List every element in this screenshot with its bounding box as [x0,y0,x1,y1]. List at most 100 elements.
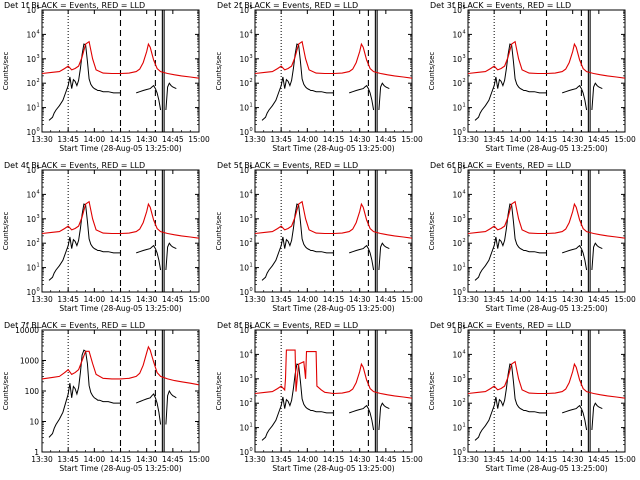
events-series-line [378,242,390,271]
y-tick-exponent: 4 [463,29,466,35]
x-tick-label: 14:45 [375,295,397,304]
y-tick-label: 10 [452,190,462,199]
y-tick-label: 10 [452,30,462,39]
y-tick-label: 10 [239,215,249,224]
events-series-line [378,82,390,111]
x-tick-label: 14:45 [588,455,610,464]
x-tick-label: 13:45 [57,135,79,144]
y-tick-label: 10 [452,128,462,137]
events-series-line [349,244,375,271]
x-tick-label: 13:30 [244,295,266,304]
y-tick-exponent: 4 [463,349,466,355]
y-axis-label: Counts/sec [428,52,436,91]
events-series-line [474,43,547,121]
panel-title: Det 8f BLACK = Events, RED = LLD [217,321,358,330]
y-tick-exponent: 0 [37,287,40,293]
events-series-line [349,84,375,111]
x-tick-label: 13:30 [457,295,479,304]
panel-title: Det 2f BLACK = Events, RED = LLD [217,1,358,10]
y-tick-label: 10 [452,166,462,175]
x-axis-label: Start Time (28-Aug-05 13:25:00) [485,304,607,313]
y-tick-label: 10 [239,288,249,297]
x-axis-label: Start Time (28-Aug-05 13:25:00) [59,144,181,153]
x-axis-label: Start Time (28-Aug-05 13:25:00) [59,464,181,473]
y-tick-exponent: 4 [37,189,40,195]
y-tick-exponent: 5 [250,5,253,11]
y-tick-label: 10 [26,128,36,137]
x-tick-label: 13:45 [483,135,505,144]
panel-title: Det 3f BLACK = Events, RED = LLD [430,1,571,10]
y-tick-label: 10 [239,30,249,39]
y-tick-label: 1 [34,448,39,457]
y-tick-exponent: 5 [37,165,40,171]
x-axis-label: Start Time (28-Aug-05 13:25:00) [485,144,607,153]
events-series-line [261,43,334,121]
y-tick-exponent: 4 [37,29,40,35]
y-tick-exponent: 1 [250,263,253,269]
events-series-line [136,393,162,425]
x-tick-label: 14:15 [110,135,132,144]
x-tick-label: 14:30 [136,455,158,464]
series-group [255,349,412,441]
y-tick-label: 10 [452,79,462,88]
x-tick-label: 14:30 [349,295,371,304]
events-series-line [165,389,177,425]
y-tick-label: 10 [26,6,36,15]
y-tick-label: 10 [239,166,249,175]
y-tick-label: 10 [452,448,462,457]
y-tick-exponent: 1 [37,103,40,109]
y-tick-label: 10 [239,264,249,273]
x-tick-label: 14:45 [588,295,610,304]
y-tick-exponent: 3 [37,54,40,60]
y-tick-label: 10 [239,104,249,113]
x-tick-label: 15:00 [614,455,636,464]
y-tick-label: 10 [26,30,36,39]
x-axis-label: Start Time (28-Aug-05 13:25:00) [272,144,394,153]
x-tick-label: 14:00 [297,295,319,304]
y-tick-label: 10 [452,424,462,433]
y-tick-label: 10 [239,239,249,248]
series-group [42,200,199,281]
y-tick-label: 10 [26,190,36,199]
x-tick-label: 13:30 [244,135,266,144]
y-tick-label: 10 [452,326,462,335]
y-tick-exponent: 4 [250,349,253,355]
y-tick-exponent: 5 [463,165,466,171]
lld-series-line [255,40,412,79]
events-series-line [48,349,121,438]
series-group [468,40,625,121]
y-tick-label: 10 [239,375,249,384]
y-tick-label: 10 [239,79,249,88]
y-tick-label: 10 [452,375,462,384]
lld-series-line [42,345,199,386]
x-tick-label: 13:45 [57,455,79,464]
y-tick-exponent: 5 [463,5,466,11]
events-series-line [48,203,121,281]
events-series-line [136,84,162,111]
x-axis-label: Start Time (28-Aug-05 13:25:00) [485,464,607,473]
events-series-line [165,242,177,271]
x-tick-label: 13:45 [270,295,292,304]
x-tick-label: 15:00 [188,295,210,304]
x-tick-label: 14:15 [323,135,345,144]
events-series-line [474,363,547,441]
y-tick-exponent: 0 [250,447,253,453]
panel-title: Det 6f BLACK = Events, RED = LLD [430,161,571,170]
x-tick-label: 14:15 [536,295,558,304]
x-tick-label: 14:00 [297,135,319,144]
series-group [255,40,412,121]
y-axis-label: Counts/sec [2,372,10,411]
y-tick-label: 10 [239,424,249,433]
y-tick-exponent: 3 [37,214,40,220]
y-tick-exponent: 0 [250,127,253,133]
y-tick-label: 10 [452,264,462,273]
events-series-line [562,244,588,271]
lld-series-line [255,200,412,239]
y-tick-label: 10 [239,448,249,457]
x-tick-label: 14:45 [375,135,397,144]
y-tick-exponent: 1 [37,263,40,269]
